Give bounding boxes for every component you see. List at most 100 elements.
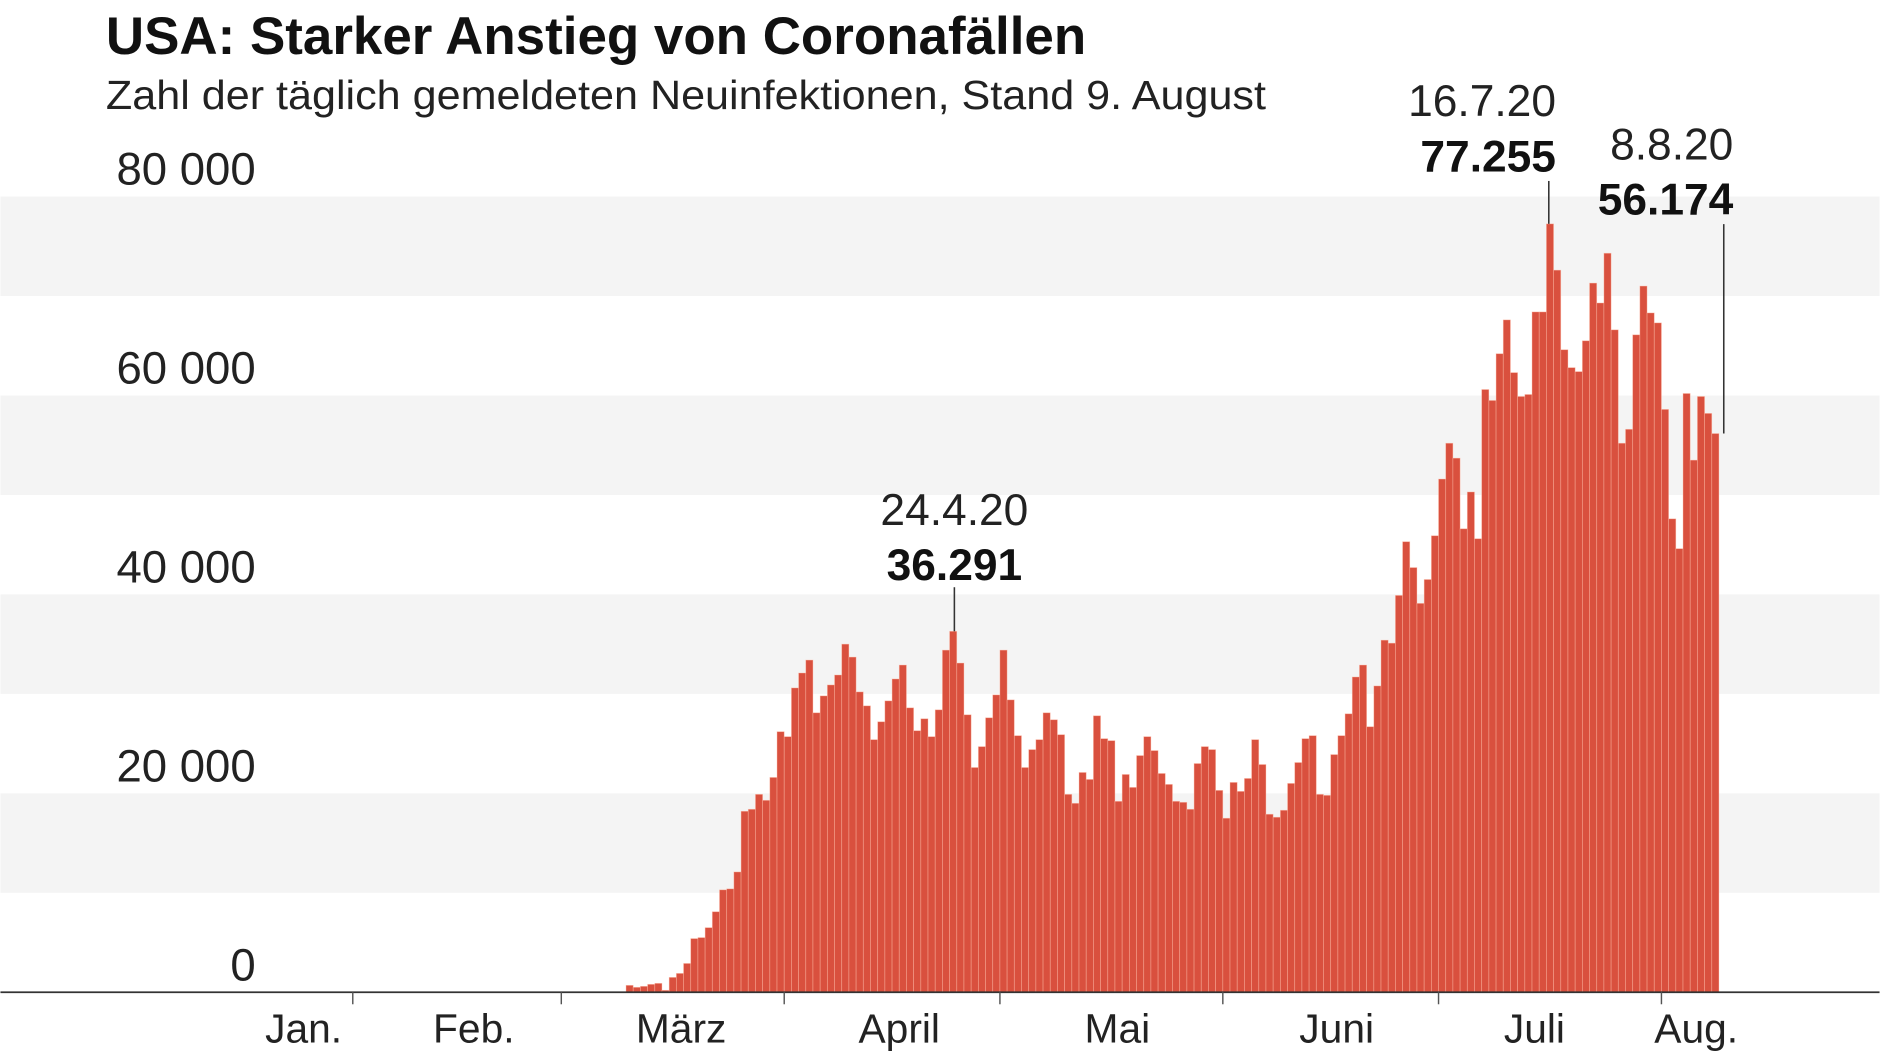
x-tick-label: Juli <box>1504 1006 1565 1052</box>
bar <box>1258 764 1267 993</box>
bar <box>848 656 857 993</box>
bar <box>963 714 972 993</box>
bar <box>1689 459 1698 993</box>
bar <box>1323 794 1332 993</box>
bar <box>726 888 735 993</box>
bar <box>1488 400 1497 993</box>
x-tick-label: April <box>859 1006 941 1052</box>
bar <box>1057 734 1065 993</box>
bar <box>1596 302 1605 993</box>
bar <box>791 687 799 993</box>
bar <box>1251 739 1260 993</box>
bar <box>1272 816 1281 993</box>
bar <box>776 731 785 993</box>
y-tick-label: 80 000 <box>116 144 255 195</box>
bar <box>1186 808 1195 993</box>
bar <box>1049 719 1058 993</box>
bar <box>1459 528 1468 993</box>
bar <box>1128 787 1137 993</box>
bar <box>1344 713 1353 993</box>
bar <box>1337 735 1346 993</box>
bar <box>1193 763 1202 993</box>
bar <box>891 678 900 993</box>
bar <box>1100 738 1109 993</box>
bar <box>1351 676 1360 993</box>
bar <box>769 777 778 993</box>
bar <box>647 983 656 993</box>
bar <box>1653 322 1662 993</box>
bar <box>992 694 1001 993</box>
bar <box>1071 802 1080 993</box>
bar <box>855 691 864 993</box>
bar <box>1021 767 1030 993</box>
bar <box>1315 793 1324 993</box>
bar <box>1395 595 1403 993</box>
bar <box>783 736 792 993</box>
bar <box>1416 603 1425 993</box>
annotation-value: 77.255 <box>1420 132 1556 181</box>
bar <box>1474 538 1483 993</box>
bar <box>1625 428 1634 993</box>
y-axis-ticks: 0 20 000 40 000 60 000 80 000 <box>116 144 255 991</box>
bar <box>956 662 965 993</box>
bar <box>1704 413 1713 993</box>
annotation-value: 36.291 <box>887 541 1023 590</box>
bar <box>711 911 720 993</box>
bar <box>1466 491 1475 993</box>
bar <box>834 674 843 993</box>
bar <box>1265 813 1274 993</box>
annotation-date: 8.8.20 <box>1610 120 1733 169</box>
bar <box>1107 740 1116 993</box>
bar <box>1330 754 1339 993</box>
bar <box>1445 442 1454 993</box>
y-tick-label: 20 000 <box>116 740 255 791</box>
bar <box>755 793 763 993</box>
bar <box>1143 736 1152 993</box>
x-tick-label: Feb. <box>433 1006 515 1052</box>
bar <box>1200 746 1209 993</box>
bar <box>1035 739 1044 993</box>
bar <box>1294 762 1303 993</box>
bar <box>798 672 807 993</box>
y-tick-label: 0 <box>230 939 255 990</box>
bar <box>1380 639 1389 993</box>
bar <box>1675 548 1684 993</box>
bar <box>1697 396 1705 993</box>
bar <box>1711 433 1720 993</box>
bar <box>762 799 771 993</box>
bar <box>1581 340 1590 993</box>
x-tick-label: Juni <box>1299 1006 1374 1052</box>
bar <box>877 721 886 993</box>
bar <box>985 717 994 993</box>
bar <box>1603 252 1612 993</box>
bar <box>668 977 677 993</box>
bar <box>1172 800 1181 993</box>
bar <box>1164 784 1173 993</box>
bar <box>999 649 1008 993</box>
bar <box>1632 334 1641 993</box>
bar <box>1136 755 1145 993</box>
bar <box>1157 773 1166 993</box>
bar <box>683 963 692 993</box>
annotation-date: 24.4.20 <box>880 486 1028 535</box>
bar <box>927 736 936 993</box>
bar <box>1409 567 1418 993</box>
bar <box>841 643 850 993</box>
bar <box>1517 396 1526 993</box>
bar <box>1006 699 1015 993</box>
bar <box>1553 269 1562 993</box>
bar <box>1093 715 1101 993</box>
bar <box>1114 800 1123 993</box>
bar <box>942 649 950 993</box>
bar <box>1366 726 1375 993</box>
bar <box>1387 642 1396 993</box>
bar <box>1402 541 1411 993</box>
chart-subtitle: Zahl der täglich gemeldeten Neuinfektion… <box>106 72 1267 118</box>
bar <box>1287 783 1296 993</box>
bar <box>1524 394 1533 993</box>
bar <box>870 739 879 993</box>
bar <box>1661 409 1669 993</box>
x-tick-label: Aug. <box>1654 1006 1738 1052</box>
annotations: 24.4.20 36.291 16.7.20 77.255 8.8.20 56.174 <box>880 77 1734 632</box>
